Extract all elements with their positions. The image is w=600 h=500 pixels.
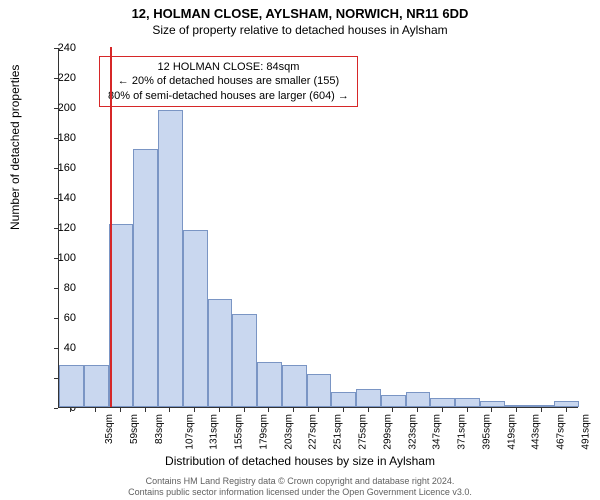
x-tick-label: 491sqm [580,414,591,450]
x-tick-mark [95,408,96,412]
footer-attribution: Contains HM Land Registry data © Crown c… [0,476,600,498]
x-tick-label: 179sqm [259,414,270,450]
bar [356,389,381,407]
x-tick-label: 275sqm [358,414,369,450]
info-box: 12 HOLMAN CLOSE: 84sqm ← 20% of detached… [99,56,358,107]
x-tick-mark [268,408,269,412]
x-tick-mark [491,408,492,412]
x-tick-label: 107sqm [184,414,195,450]
x-tick-label: 371sqm [457,414,468,450]
bar [331,392,356,407]
chart-subtitle: Size of property relative to detached ho… [0,21,600,37]
bar [554,401,579,407]
x-tick-mark [541,408,542,412]
bar [529,405,554,407]
marker-line [110,47,112,407]
x-tick-mark [70,408,71,412]
x-tick-mark [318,408,319,412]
x-tick-label: 251sqm [333,414,344,450]
y-tick-mark [54,408,58,409]
x-tick-mark [219,408,220,412]
info-line-1: 12 HOLMAN CLOSE: 84sqm [108,60,349,74]
x-tick-label: 59sqm [129,414,140,444]
x-tick-mark [145,408,146,412]
bar [84,365,109,407]
x-tick-label: 227sqm [308,414,319,450]
x-tick-mark [293,408,294,412]
bar [208,299,233,407]
x-tick-mark [169,408,170,412]
bar [183,230,208,407]
x-axis-label: Distribution of detached houses by size … [0,454,600,468]
x-tick-mark [467,408,468,412]
info-line-2: ← 20% of detached houses are smaller (15… [108,74,349,88]
x-tick-label: 35sqm [104,414,115,444]
x-tick-mark [120,408,121,412]
footer-line-2: Contains public sector information licen… [0,487,600,498]
bar [232,314,257,407]
footer-line-1: Contains HM Land Registry data © Crown c… [0,476,600,487]
bar [430,398,455,407]
bar [505,405,530,407]
x-tick-mark [392,408,393,412]
bar [406,392,431,407]
x-tick-mark [244,408,245,412]
x-tick-label: 83sqm [154,414,165,444]
x-tick-label: 467sqm [556,414,567,450]
bar [158,110,183,407]
y-axis-label: Number of detached properties [8,65,22,230]
x-tick-mark [343,408,344,412]
bar [455,398,480,407]
info-line-3: 80% of semi-detached houses are larger (… [108,89,349,103]
chart-plot-area: 12 HOLMAN CLOSE: 84sqm ← 20% of detached… [58,48,578,408]
x-tick-label: 347sqm [432,414,443,450]
x-tick-label: 419sqm [506,414,517,450]
chart-title: 12, HOLMAN CLOSE, AYLSHAM, NORWICH, NR11… [0,0,600,21]
x-tick-label: 131sqm [209,414,220,450]
bar [282,365,307,407]
bar [480,401,505,407]
bar [109,224,134,407]
x-tick-label: 155sqm [234,414,245,450]
bar [257,362,282,407]
x-tick-label: 323sqm [407,414,418,450]
x-tick-label: 443sqm [531,414,542,450]
x-tick-mark [516,408,517,412]
x-tick-mark [442,408,443,412]
x-tick-mark [566,408,567,412]
bar [381,395,406,407]
x-tick-label: 299sqm [382,414,393,450]
bar [59,365,84,407]
x-tick-label: 203sqm [283,414,294,450]
x-tick-mark [368,408,369,412]
bar [307,374,332,407]
x-tick-mark [194,408,195,412]
x-tick-mark [417,408,418,412]
x-tick-label: 395sqm [481,414,492,450]
bar [133,149,158,407]
